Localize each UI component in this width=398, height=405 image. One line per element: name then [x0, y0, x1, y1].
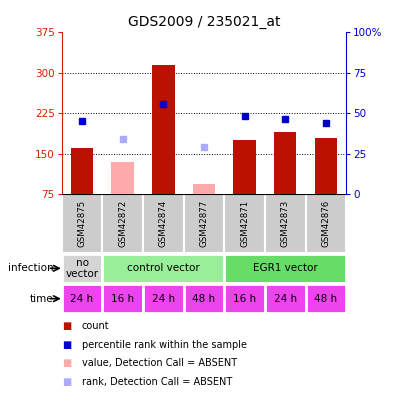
Bar — [224, 254, 346, 283]
Text: 24 h: 24 h — [70, 294, 94, 304]
Text: GSM42874: GSM42874 — [159, 200, 168, 247]
Text: EGR1 vector: EGR1 vector — [253, 263, 318, 273]
Text: value, Detection Call = ABSENT: value, Detection Call = ABSENT — [82, 358, 237, 368]
Bar — [71, 149, 93, 194]
Text: ■: ■ — [62, 321, 71, 331]
Bar — [102, 284, 143, 313]
Text: 48 h: 48 h — [314, 294, 338, 304]
Bar — [102, 194, 143, 253]
Bar — [265, 194, 306, 253]
Text: count: count — [82, 321, 109, 331]
Text: ■: ■ — [62, 340, 71, 350]
Bar — [143, 284, 183, 313]
Bar — [274, 132, 297, 194]
Text: GSM42875: GSM42875 — [78, 200, 86, 247]
Text: 16 h: 16 h — [111, 294, 134, 304]
Bar — [152, 65, 174, 194]
Text: ■: ■ — [62, 358, 71, 368]
Bar — [62, 254, 102, 283]
Bar — [315, 138, 337, 194]
Text: rank, Detection Call = ABSENT: rank, Detection Call = ABSENT — [82, 377, 232, 387]
Text: control vector: control vector — [127, 263, 200, 273]
Bar — [111, 162, 134, 194]
Bar — [143, 194, 183, 253]
Bar — [234, 141, 256, 194]
Bar — [224, 284, 265, 313]
Bar — [184, 194, 224, 253]
Bar — [306, 194, 346, 253]
Text: GSM42873: GSM42873 — [281, 200, 290, 247]
Bar — [184, 284, 224, 313]
Bar — [265, 284, 306, 313]
Bar — [193, 183, 215, 194]
Text: ■: ■ — [62, 377, 71, 387]
Text: time: time — [30, 294, 54, 304]
Bar — [102, 254, 224, 283]
Bar — [62, 284, 102, 313]
Text: percentile rank within the sample: percentile rank within the sample — [82, 340, 247, 350]
Text: no
vector: no vector — [65, 258, 99, 279]
Text: 24 h: 24 h — [152, 294, 175, 304]
Text: 24 h: 24 h — [274, 294, 297, 304]
Text: 16 h: 16 h — [233, 294, 256, 304]
Text: GSM42871: GSM42871 — [240, 200, 249, 247]
Text: GSM42876: GSM42876 — [322, 200, 330, 247]
Text: GSM42877: GSM42877 — [199, 200, 209, 247]
Text: GSM42872: GSM42872 — [118, 200, 127, 247]
Bar — [224, 194, 265, 253]
Bar — [306, 284, 346, 313]
Title: GDS2009 / 235021_at: GDS2009 / 235021_at — [128, 15, 280, 29]
Text: 48 h: 48 h — [192, 294, 216, 304]
Bar — [62, 194, 102, 253]
Text: infection: infection — [8, 263, 54, 273]
